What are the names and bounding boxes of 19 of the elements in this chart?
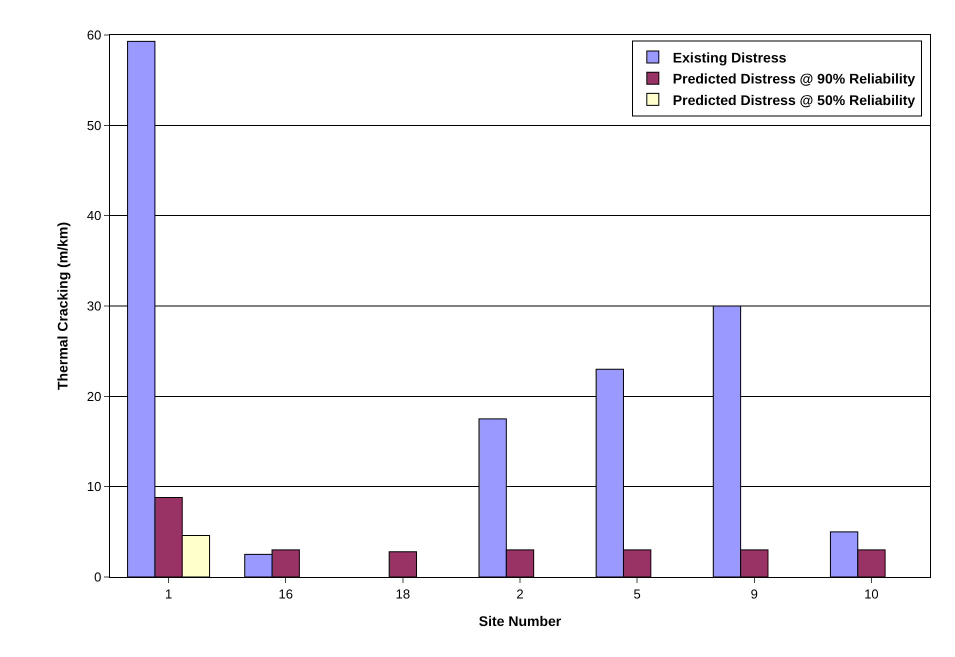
x-tick-label: 10 — [864, 586, 879, 602]
y-tick-label: 50 — [86, 118, 102, 133]
x-tick-label: 9 — [750, 586, 758, 602]
y-tick-label: 0 — [94, 570, 102, 585]
x-tick-label: 18 — [396, 586, 410, 602]
y-tick-label: 40 — [86, 208, 102, 224]
legend-label: Predicted Distress @ 50% Reliability — [672, 92, 916, 108]
y-tick-label: 10 — [86, 479, 102, 494]
x-tick-label: 1 — [164, 586, 172, 602]
x-tick-label: 16 — [278, 586, 293, 602]
legend-label: Existing Distress — [672, 49, 787, 66]
legend-label: Predicted Distress @ 90% Reliability — [672, 70, 916, 87]
y-tick-label: 20 — [86, 388, 102, 404]
x-tick-label: 5 — [634, 586, 641, 602]
x-tick-label: 2 — [516, 586, 524, 602]
y-axis-title: Thermal Cracking (m/km) — [54, 222, 71, 390]
y-tick-label: 30 — [86, 298, 102, 314]
x-axis-title: Site Number — [478, 612, 562, 629]
y-tick-label: 60 — [86, 28, 102, 43]
